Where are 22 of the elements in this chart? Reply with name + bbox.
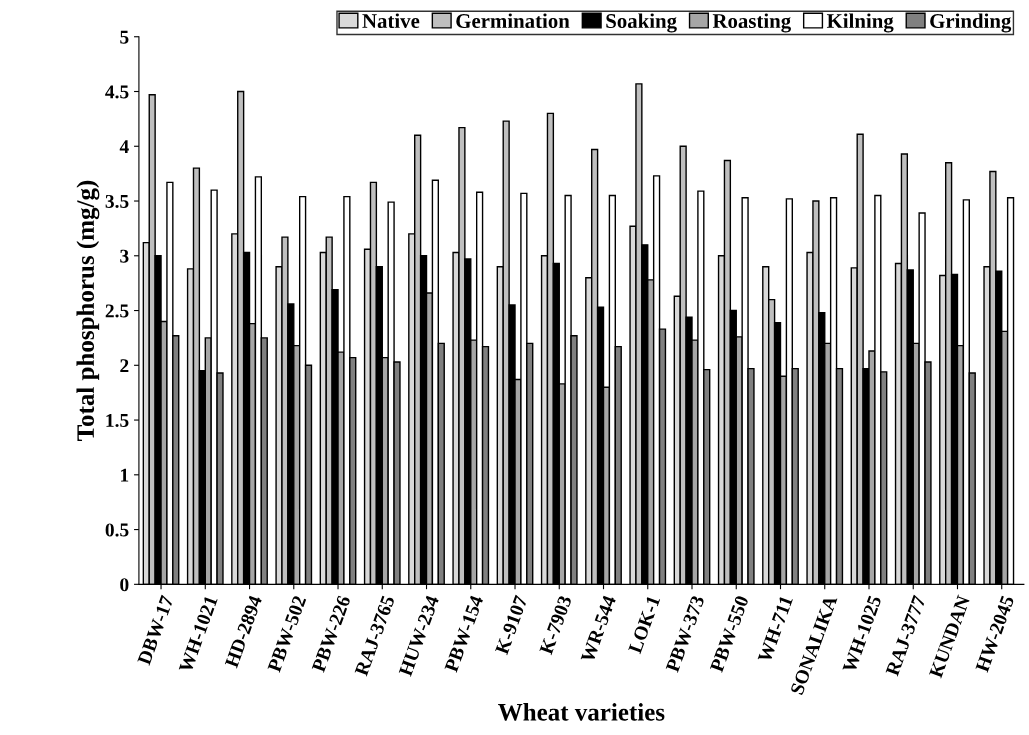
x-tick-label: K-7903	[539, 594, 572, 656]
legend-label: Kilning	[826, 13, 894, 33]
y-tick-label: 1	[121, 468, 129, 482]
y-tick-label: 4.5	[105, 85, 129, 99]
y-tick-label: 3.5	[105, 194, 129, 209]
x-tick-label: K-9107	[494, 594, 528, 656]
y-tick-label: 4	[119, 140, 129, 154]
y-tick-label: 3	[120, 249, 129, 263]
legend-label: Germination	[456, 13, 570, 29]
y-tick-label: 5	[120, 30, 129, 44]
y-tick-label: 0	[120, 578, 129, 592]
y-tick-label: 0.5	[105, 523, 129, 537]
x-axis-title: Wheat varieties	[498, 703, 665, 721]
y-axis-title: Total phosphorus (mg/g)	[76, 180, 100, 441]
legend-label: Native	[362, 13, 420, 29]
y-tick-label: 2.5	[105, 304, 129, 318]
x-tick-label: LOK-1	[628, 595, 661, 655]
y-tick-label: 2	[120, 359, 129, 373]
legend-label: Roasting	[712, 13, 791, 33]
y-tick-label: 1.5	[106, 413, 129, 428]
legend-label: Soaking	[606, 13, 677, 33]
legend-label: Grinding	[930, 13, 1012, 33]
